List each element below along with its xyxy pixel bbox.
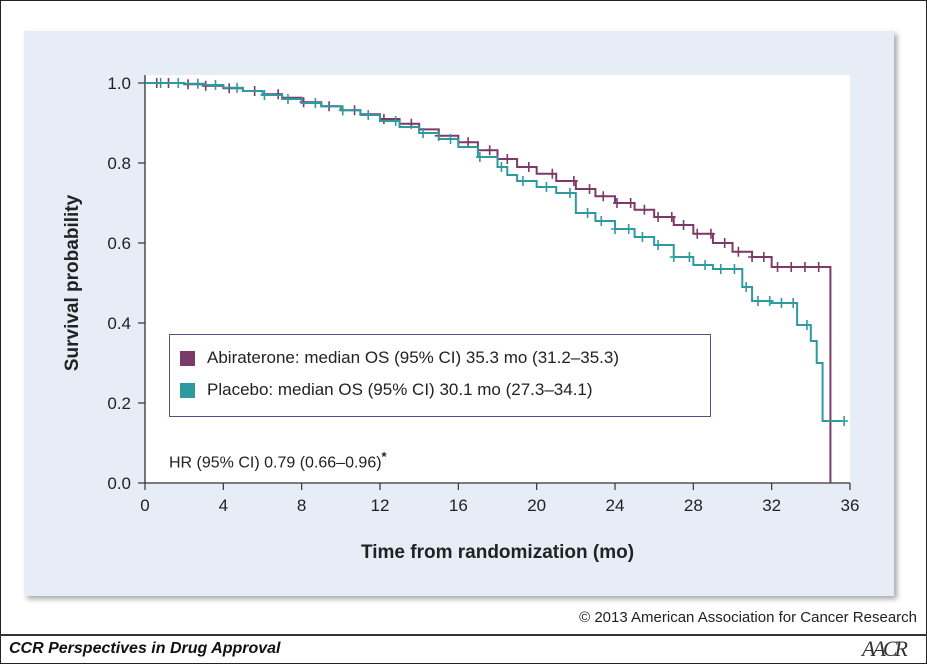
censor-mark-placebo (193, 78, 202, 89)
x-tick-label: 28 (684, 496, 703, 515)
censor-mark-placebo (419, 128, 428, 138)
censor-mark-placebo (789, 298, 798, 308)
censor-mark-abiraterone (569, 176, 578, 186)
censor-mark-abiraterone (734, 246, 743, 257)
legend-swatch-abiraterone (180, 350, 195, 366)
aacr-logo: AACR (862, 636, 908, 661)
censor-mark-abiraterone (464, 137, 473, 148)
censor-mark-abiraterone (759, 252, 768, 262)
censor-mark-placebo (233, 82, 242, 93)
x-tick-label: 20 (527, 496, 546, 515)
y-tick-label: 1.0 (107, 74, 131, 93)
censor-mark-placebo (753, 296, 762, 306)
censor-mark-placebo (391, 116, 400, 126)
y-tick-label: 0.0 (107, 474, 131, 493)
censor-mark-placebo (565, 188, 574, 198)
censor-mark-abiraterone (379, 114, 388, 124)
censor-mark-abiraterone (667, 212, 676, 222)
x-tick-label: 12 (371, 496, 390, 515)
legend-label-placebo: Placebo: median OS (95% CI) 30.1 mo (27.… (207, 380, 593, 399)
censor-mark-abiraterone (626, 198, 635, 208)
censor-mark-abiraterone (706, 228, 715, 239)
censor-mark-placebo (583, 208, 592, 218)
y-tick-label: 0.6 (107, 234, 131, 253)
censor-mark-placebo (716, 264, 725, 274)
censor-mark-abiraterone (693, 228, 702, 239)
censor-mark-placebo (364, 110, 373, 120)
chart-legend: Abiraterone: median OS (95% CI) 35.3 mo … (169, 334, 711, 417)
censor-mark-placebo (669, 252, 678, 262)
censor-mark-placebo (742, 282, 751, 292)
censor-mark-placebo (311, 98, 320, 108)
censor-mark-placebo (542, 182, 551, 192)
x-tick-label: 8 (297, 496, 306, 515)
censor-mark-placebo (840, 416, 849, 426)
censor-mark-abiraterone (599, 191, 608, 202)
censor-mark-placebo (211, 80, 220, 90)
censor-mark-abiraterone (800, 262, 809, 272)
censor-mark-abiraterone (524, 162, 533, 172)
censor-mark-placebo (497, 162, 506, 172)
censor-mark-placebo (765, 296, 774, 306)
censor-mark-abiraterone (679, 220, 688, 230)
censor-mark-placebo (624, 224, 633, 234)
footer-divider (0, 634, 927, 636)
censor-mark-abiraterone (485, 145, 494, 156)
censor-mark-abiraterone (814, 262, 823, 272)
legend-item-placebo: Placebo: median OS (95% CI) 30.1 mo (27.… (180, 380, 593, 400)
censor-mark-abiraterone (585, 184, 594, 194)
censor-mark-abiraterone (787, 262, 796, 272)
censor-mark-placebo (475, 152, 484, 162)
censor-mark-placebo (638, 232, 647, 242)
censor-mark-placebo (174, 78, 183, 88)
censor-mark-abiraterone (773, 262, 782, 272)
censor-mark-placebo (597, 216, 606, 226)
hazard-ratio-annotation: HR (95% CI) 0.79 (0.66–0.96)* (169, 449, 387, 472)
legend-swatch-placebo (180, 382, 195, 398)
censor-mark-placebo (611, 224, 619, 234)
x-tick-label: 36 (841, 496, 860, 515)
censor-mark-abiraterone (503, 154, 512, 164)
x-tick-label: 24 (606, 496, 625, 515)
copyright-notice: © 2013 American Association for Cancer R… (579, 609, 917, 626)
footer-title: CCR Perspectives in Drug Approval (9, 640, 281, 657)
censor-mark-placebo (685, 252, 694, 262)
censor-mark-abiraterone (748, 252, 757, 262)
censor-mark-placebo (518, 176, 527, 186)
series-line-placebo (145, 82, 843, 422)
censor-mark-placebo (446, 134, 455, 144)
plot-area (145, 75, 850, 483)
censor-mark-placebo (338, 105, 347, 116)
censor-mark-placebo (777, 298, 786, 308)
x-tick-label: 32 (762, 496, 781, 515)
x-tick-label: 4 (219, 496, 228, 515)
censor-mark-abiraterone (654, 212, 663, 222)
x-tick-label: 16 (449, 496, 468, 515)
censor-mark-abiraterone (612, 198, 621, 208)
hazard-ratio-footnote-mark: * (381, 449, 387, 464)
censor-mark-placebo (654, 240, 663, 250)
y-tick-label: 0.8 (107, 154, 131, 173)
censor-mark-placebo (283, 94, 292, 104)
x-tick-label: 0 (140, 496, 149, 515)
censor-mark-placebo (701, 260, 710, 270)
legend-item-abiraterone: Abiraterone: median OS (95% CI) 35.3 mo … (180, 348, 619, 368)
y-tick-label: 0.4 (107, 314, 131, 333)
x-axis-label: Time from randomization (mo) (361, 542, 634, 563)
hazard-ratio-text: HR (95% CI) 0.79 (0.66–0.96) (169, 454, 382, 472)
censor-mark-placebo (730, 264, 739, 274)
censor-mark-abiraterone (640, 204, 649, 215)
legend-label-abiraterone: Abiraterone: median OS (95% CI) 35.3 mo … (207, 348, 619, 367)
censor-mark-abiraterone (720, 238, 729, 248)
y-axis-label: Survival probability (62, 194, 83, 371)
censor-mark-placebo (260, 90, 269, 100)
censor-mark-placebo (802, 320, 811, 330)
y-tick-label: 0.2 (107, 394, 131, 413)
censor-mark-placebo (156, 78, 165, 88)
censor-mark-abiraterone (548, 168, 557, 179)
